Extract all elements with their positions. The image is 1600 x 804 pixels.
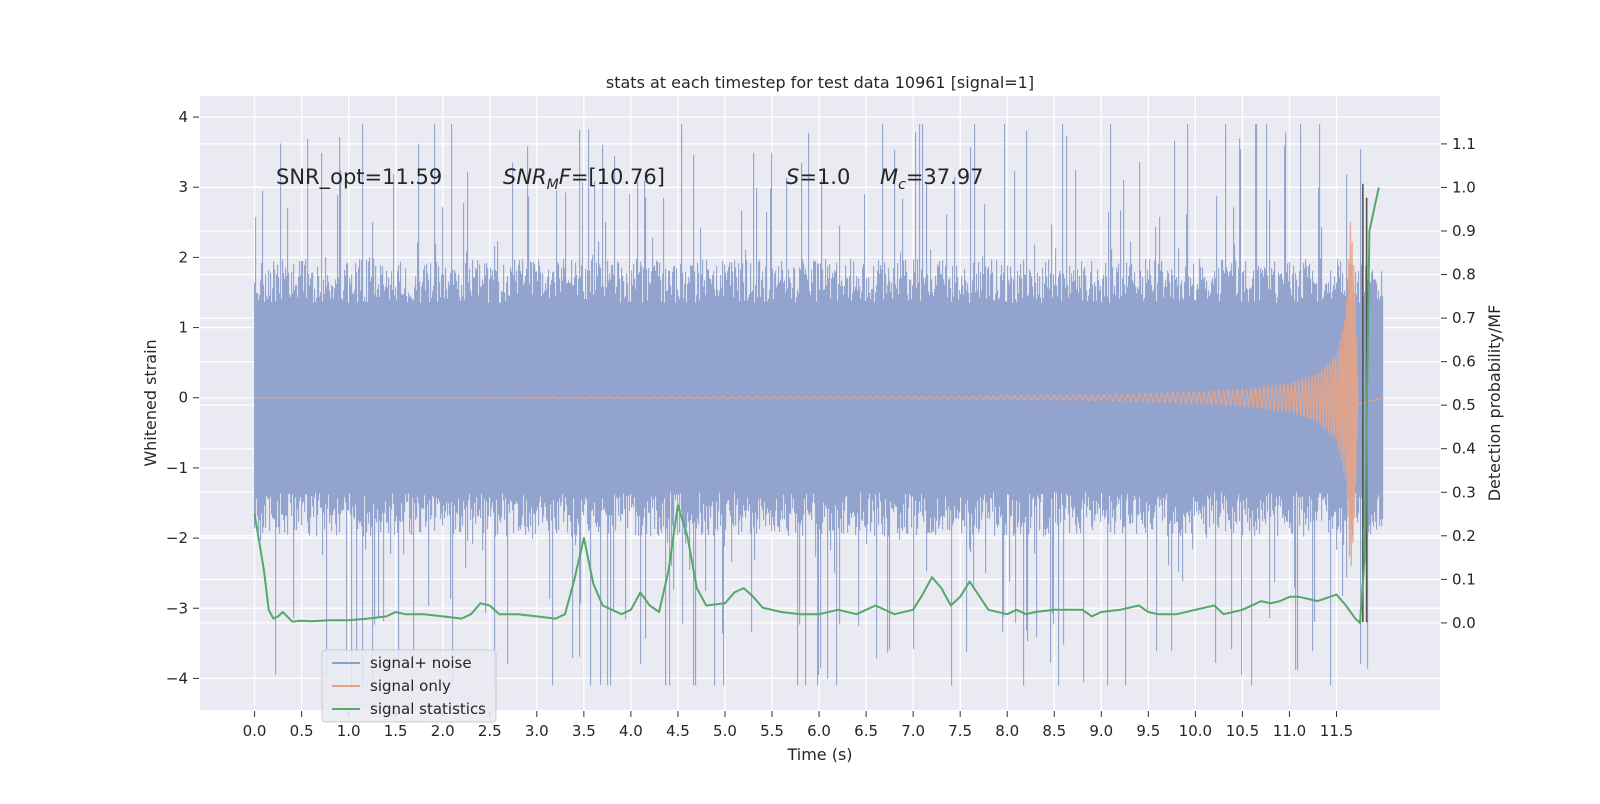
y2-tick-label: 0.8 — [1452, 266, 1476, 284]
y2-tick-label: 0.5 — [1452, 396, 1476, 414]
x-tick-label: 9.5 — [1136, 722, 1160, 740]
x-tick-label: 3.5 — [572, 722, 596, 740]
x-tick-label: 0.0 — [243, 722, 267, 740]
y2-axis-label: Detection probability/MF — [1485, 305, 1504, 502]
x-tick-label: 1.5 — [384, 722, 408, 740]
x-tick-label: 8.0 — [995, 722, 1019, 740]
signal-waveform — [254, 222, 1384, 567]
y2-tick-label: 1.0 — [1452, 178, 1476, 196]
y-tick-label: −3 — [166, 599, 188, 617]
x-tick-label: 2.5 — [478, 722, 502, 740]
y-tick-label: 1 — [178, 319, 188, 337]
series-stats — [253, 187, 1380, 624]
x-tick-label: 0.5 — [290, 722, 314, 740]
annotation-snr-mf: SNRMF=[10.76] — [503, 165, 665, 193]
x-tick-label: 3.0 — [525, 722, 549, 740]
annotation-snr-opt: SNR_opt=11.59 — [276, 165, 442, 190]
legend: signal+ noise signal only signal statist… — [321, 649, 497, 723]
x-tick-label: 8.5 — [1042, 722, 1066, 740]
x-tick-label: 10.0 — [1179, 722, 1212, 740]
chart-title: stats at each timestep for test data 109… — [606, 73, 1034, 92]
legend-label-noise: signal+ noise — [370, 654, 472, 672]
y2-tick-label: 0.3 — [1452, 483, 1476, 501]
y-tick-label: −2 — [166, 529, 188, 547]
x-tick-label: 1.0 — [337, 722, 361, 740]
y2-tick-label: 0.2 — [1452, 527, 1476, 545]
x-tick-label: 10.5 — [1226, 722, 1259, 740]
legend-label-stats: signal statistics — [370, 700, 486, 718]
x-tick-label: 2.0 — [431, 722, 455, 740]
y-tick-label: 2 — [178, 248, 188, 266]
x-tick-label: 7.0 — [901, 722, 925, 740]
stats-line — [253, 187, 1380, 624]
legend-box — [321, 649, 497, 723]
series-signal — [254, 222, 1384, 567]
y2-tick-label: 0.9 — [1452, 222, 1476, 240]
y-tick-label: 4 — [178, 108, 188, 126]
x-tick-label: 6.5 — [854, 722, 878, 740]
y-tick-label: −1 — [166, 459, 188, 477]
legend-label-signal: signal only — [370, 677, 451, 695]
x-tick-label: 5.0 — [713, 722, 737, 740]
y2-tick-label: 0.6 — [1452, 353, 1476, 371]
x-tick-label: 11.5 — [1320, 722, 1353, 740]
y-tick-label: 0 — [178, 389, 188, 407]
x-tick-label: 11.0 — [1273, 722, 1306, 740]
y2-tick-label: 0.4 — [1452, 440, 1476, 458]
x-tick-label: 4.5 — [666, 722, 690, 740]
axes: 0.0 0.5 1.0 1.5 2.0 2.5 3.0 3.5 4.0 4.5 5.0 5.5 6.0 6… — [166, 108, 1476, 740]
x-axis-label: Time (s) — [786, 745, 852, 764]
annotation-s: S=1.0 — [786, 165, 850, 189]
y2-tick-label: 0.0 — [1452, 614, 1476, 632]
x-tick-label: 5.5 — [760, 722, 784, 740]
y-tick-label: −4 — [166, 669, 188, 687]
y-tick-label: 3 — [178, 178, 188, 196]
x-tick-label: 7.5 — [948, 722, 972, 740]
y-axis-label: Whitened strain — [141, 339, 160, 466]
annotation-mc: Mc=37.97 — [880, 165, 984, 193]
x-tick-label: 9.0 — [1089, 722, 1113, 740]
x-tick-label: 6.0 — [807, 722, 831, 740]
y2-tick-label: 0.1 — [1452, 570, 1476, 588]
y2-tick-label: 0.7 — [1452, 309, 1476, 327]
y2-tick-label: 1.1 — [1452, 135, 1476, 153]
x-tick-label: 4.0 — [619, 722, 643, 740]
